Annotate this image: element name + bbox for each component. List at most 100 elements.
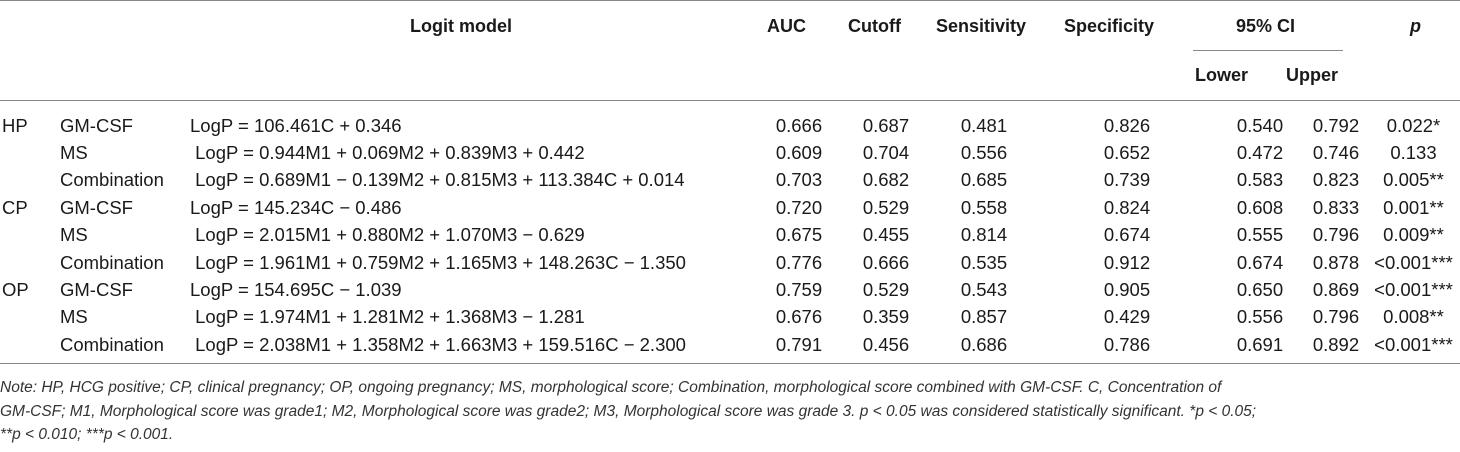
cell-upper: 0.746 [1312, 142, 1360, 164]
cell-cutoff: 0.359 [862, 306, 910, 328]
header-cutoff: Cutoff [848, 16, 901, 36]
cell-type: GM-CSF [60, 114, 133, 136]
cell-sensitivity: 0.543 [960, 279, 1008, 301]
ci-subheader-rule [1193, 50, 1343, 51]
cell-sensitivity: 0.814 [960, 224, 1008, 246]
cell-type: GM-CSF [60, 279, 133, 301]
table-row: MS LogP = 0.944M1 + 0.069M2 + 0.839M3 + … [0, 139, 1460, 166]
cell-group [0, 304, 60, 331]
cell-model: LogP = 106.461C + 0.346 [190, 114, 402, 136]
cell-upper: 0.869 [1312, 279, 1360, 301]
cell-group: CP [2, 196, 28, 218]
table-row: OP GM-CSF LogP = 154.695C − 1.039 0.759 0.52… [0, 276, 1460, 303]
cell-group: OP [2, 279, 29, 301]
table-row: Combination LogP = 0.689M1 − 0.139M2 + 0… [0, 167, 1460, 194]
cell-specificity: 0.674 [1103, 224, 1151, 246]
cell-cutoff: 0.455 [862, 224, 910, 246]
table-row: MS LogP = 1.974M1 + 1.281M2 + 1.368M3 − … [0, 304, 1460, 331]
cell-auc: 0.666 [775, 114, 823, 136]
cell-sensitivity: 0.558 [960, 196, 1008, 218]
cell-p: 0.022* [1386, 114, 1441, 136]
table-row: Combination LogP = 2.038M1 + 1.358M2 + 1… [0, 331, 1460, 358]
cell-sensitivity: 0.556 [960, 142, 1008, 164]
cell-lower: 0.650 [1236, 279, 1284, 301]
cell-group [0, 222, 60, 249]
cell-auc: 0.759 [775, 279, 823, 301]
cell-lower: 0.556 [1236, 306, 1284, 328]
header-auc: AUC [767, 16, 806, 36]
cell-specificity: 0.786 [1103, 333, 1151, 355]
cell-type: MS [60, 142, 88, 164]
header-specificity: Specificity [1064, 16, 1155, 36]
table-row: HP GM-CSF LogP = 106.461C + 0.346 0.666 0.68… [0, 112, 1460, 139]
cell-model: LogP = 1.974M1 + 1.281M2 + 1.368M3 − 1.2… [190, 306, 585, 328]
cell-auc: 0.675 [775, 224, 823, 246]
cell-type: Combination [60, 333, 164, 355]
table-row: Combination LogP = 1.961M1 + 0.759M2 + 1… [0, 249, 1460, 276]
header-p: p [1410, 16, 1421, 36]
cell-cutoff: 0.666 [862, 251, 910, 273]
cell-auc: 0.791 [775, 333, 823, 355]
footnote-line-1: Note: HP, HCG positive; CP, clinical pre… [0, 379, 1222, 396]
cell-model: LogP = 0.689M1 − 0.139M2 + 0.815M3 + 113… [190, 169, 685, 191]
cell-type: GM-CSF [60, 196, 133, 218]
cell-lower: 0.674 [1236, 251, 1284, 273]
cell-cutoff: 0.529 [862, 279, 910, 301]
header-logit-model: Logit model [410, 16, 512, 36]
cell-model: LogP = 2.038M1 + 1.358M2 + 1.663M3 + 159… [190, 333, 686, 355]
cell-p: <0.001*** [1374, 251, 1453, 273]
cell-upper: 0.796 [1312, 224, 1360, 246]
header-upper: Upper [1286, 65, 1339, 85]
cell-model: LogP = 145.234C − 0.486 [190, 196, 402, 218]
cell-auc: 0.609 [775, 142, 823, 164]
cell-lower: 0.608 [1236, 196, 1284, 218]
cell-specificity: 0.652 [1103, 142, 1151, 164]
footnote-line-3: **p < 0.010; ***p < 0.001. [0, 426, 174, 443]
cell-specificity: 0.826 [1103, 114, 1151, 136]
cell-lower: 0.555 [1236, 224, 1284, 246]
table-row: CP GM-CSF LogP = 145.234C − 0.486 0.720 0.52… [0, 194, 1460, 221]
header-sensitivity: Sensitivity [936, 16, 1027, 36]
cell-cutoff: 0.687 [862, 114, 910, 136]
cell-model: LogP = 0.944M1 + 0.069M2 + 0.839M3 + 0.4… [190, 142, 585, 164]
cell-cutoff: 0.682 [862, 169, 910, 191]
cell-type: Combination [60, 169, 164, 191]
cell-type: Combination [60, 251, 164, 273]
cell-upper: 0.796 [1312, 306, 1360, 328]
cell-upper: 0.878 [1312, 251, 1360, 273]
cell-p: 0.008** [1383, 306, 1444, 328]
cell-lower: 0.691 [1236, 333, 1284, 355]
top-rule [0, 0, 1460, 1]
cell-upper: 0.833 [1312, 196, 1360, 218]
cell-type: MS [60, 224, 88, 246]
cell-auc: 0.703 [775, 169, 823, 191]
cell-p: 0.005** [1383, 169, 1444, 191]
cell-sensitivity: 0.481 [960, 114, 1008, 136]
cell-specificity: 0.739 [1103, 169, 1151, 191]
header-rule [0, 100, 1460, 101]
cell-auc: 0.776 [775, 251, 823, 273]
cell-sensitivity: 0.857 [960, 306, 1008, 328]
cell-specificity: 0.429 [1103, 306, 1151, 328]
cell-p: <0.001*** [1374, 333, 1453, 355]
cell-lower: 0.472 [1236, 142, 1284, 164]
footnote-line-2: GM-CSF; M1, Morphological score was grad… [0, 402, 1257, 420]
cell-specificity: 0.912 [1103, 251, 1151, 273]
table-row: MS LogP = 2.015M1 + 0.880M2 + 1.070M3 − … [0, 222, 1460, 249]
cell-upper: 0.823 [1312, 169, 1360, 191]
cell-group: HP [2, 114, 28, 136]
cell-lower: 0.583 [1236, 169, 1284, 191]
cell-p: 0.001** [1383, 196, 1444, 218]
cell-upper: 0.892 [1312, 333, 1360, 355]
cell-cutoff: 0.529 [862, 196, 910, 218]
cell-p: 0.009** [1383, 224, 1444, 246]
cell-group [0, 331, 60, 358]
cell-cutoff: 0.456 [862, 333, 910, 355]
cell-upper: 0.792 [1312, 114, 1360, 136]
cell-lower: 0.540 [1236, 114, 1284, 136]
cell-specificity: 0.824 [1103, 196, 1151, 218]
cell-model: LogP = 1.961M1 + 0.759M2 + 1.165M3 + 148… [190, 251, 686, 273]
cell-group [0, 249, 60, 276]
cell-sensitivity: 0.686 [960, 333, 1008, 355]
